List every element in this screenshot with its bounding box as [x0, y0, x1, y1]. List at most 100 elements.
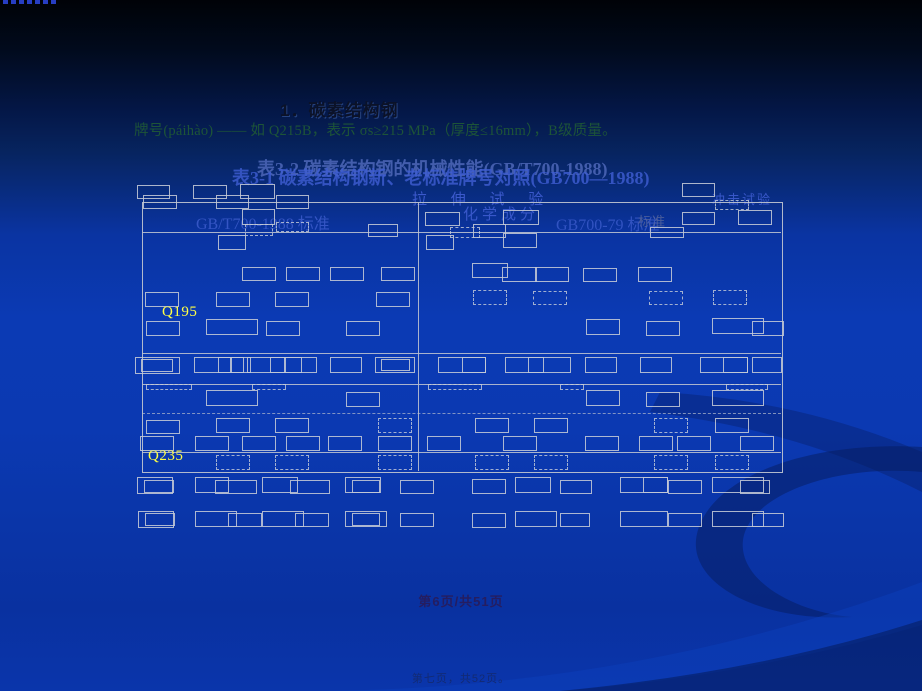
table-cell-box: [712, 477, 764, 493]
table-cell-box: [230, 357, 244, 373]
table-cell-box: [216, 195, 249, 209]
table-cell-box: [712, 511, 764, 527]
table-cell-box: [503, 233, 537, 248]
table-cell-box: [286, 436, 320, 451]
table-cell-box: [144, 480, 174, 493]
table-cell-box: [275, 292, 309, 307]
table-cell-box: [503, 436, 537, 451]
table-cell-box: [643, 477, 668, 493]
footer-page-note: 第七页，共52页。: [411, 673, 511, 685]
table-cell-box: [668, 513, 702, 527]
table-cell-box: [752, 357, 782, 373]
table-cell-box: [752, 321, 784, 336]
table-cell-box: [286, 267, 320, 281]
table-cell-box: [216, 418, 250, 433]
table-grid-hline: [142, 452, 781, 453]
table-cell-box: [738, 210, 772, 225]
table-cell-box: [195, 477, 229, 493]
table-cell-box: [400, 513, 434, 527]
table-cell-box: [328, 436, 362, 451]
table-cell-box: [378, 455, 412, 470]
table-cell-box: [242, 267, 276, 281]
table-cell-box: [472, 479, 506, 494]
table-cell-box: [533, 291, 567, 305]
table-cell-box: [275, 418, 309, 433]
table-cell-box: [712, 390, 764, 406]
table-cell-box: [503, 210, 539, 225]
table-cell-box: [712, 318, 764, 334]
table-cell-box: [475, 418, 509, 433]
table-cell-box: [650, 227, 684, 238]
label-q235: Q235: [148, 448, 184, 464]
table-cell-box: [275, 455, 309, 470]
ghost-text: 冲击试验: [712, 192, 773, 207]
table-cell-box: [726, 384, 768, 390]
table-cell-box: [216, 455, 250, 470]
table-cell-box: [620, 511, 668, 527]
table-cell-box: [560, 384, 584, 390]
table-cell-box: [262, 511, 304, 527]
table-cell-box: [682, 212, 715, 225]
table-cell-box: [146, 420, 180, 434]
table-cell-box: [715, 418, 749, 433]
table-cell-box: [586, 390, 620, 406]
table-cell-box: [654, 455, 688, 470]
table-cell-box: [668, 480, 702, 494]
table-cell-box: [560, 480, 592, 494]
table-cell-box: [473, 224, 506, 238]
table-cell-box: [206, 390, 258, 406]
table-cell-box: [215, 480, 257, 494]
table-cell-box: [682, 183, 715, 197]
table-cell-box: [141, 359, 173, 372]
table-cell-box: [752, 513, 784, 527]
table-cell-box: [473, 290, 507, 305]
table-cell-box: [290, 480, 330, 494]
table-cell-box: [266, 321, 300, 336]
table-cell-box: [640, 357, 672, 373]
table-cell-box: [140, 436, 174, 451]
table-cell-box: [378, 418, 412, 433]
table-cell-box: [240, 184, 275, 199]
table-grid-hline: [142, 232, 781, 233]
table-cell-box: [146, 384, 192, 390]
table-cell-box: [330, 267, 364, 281]
table-cell-box: [284, 357, 302, 373]
table-cell-box: [715, 200, 749, 210]
table-cell-box: [242, 209, 275, 225]
ghost-text: 表3-2 碳素结构钢的机械性能(GB/T700-1988): [257, 159, 608, 179]
table-cell-box: [646, 321, 680, 336]
table-cell-box: [276, 222, 309, 232]
table-cell-box: [515, 477, 551, 493]
table-cell-box: [228, 513, 262, 527]
table-cell-box: [381, 359, 410, 371]
table-cell-box: [345, 511, 387, 527]
table-cell-box: [218, 357, 232, 373]
table-grid-vline: [418, 202, 419, 471]
table-cell-box: [535, 267, 569, 282]
table-cell-box: [376, 292, 410, 307]
table-cell-box: [740, 436, 774, 451]
table-cell-box: [450, 227, 480, 238]
table-cell-box: [502, 267, 537, 282]
table-cell-box: [534, 418, 568, 433]
table-frame: [142, 202, 783, 473]
table-cell-box: [195, 511, 237, 527]
table-cell-box: [639, 436, 673, 451]
table-cell-box: [534, 455, 568, 470]
page-indicator: 第6页/共51页: [418, 594, 504, 609]
table-cell-box: [638, 267, 672, 282]
table-cell-box: [428, 384, 482, 390]
table-cell-box: [216, 292, 250, 307]
table-cell-box: [649, 291, 683, 305]
table-cell-box: [585, 357, 617, 373]
ghost-text: 标准: [638, 214, 667, 229]
table-cell-box: [472, 263, 508, 278]
table-cell-box: [740, 480, 770, 494]
table-cell-box: [585, 436, 619, 451]
table-cell-box: [723, 357, 748, 373]
table-cell-box: [137, 477, 173, 494]
label-q195: Q195: [162, 304, 198, 320]
table-cell-box: [586, 319, 620, 335]
table-cell-box: [560, 513, 590, 527]
